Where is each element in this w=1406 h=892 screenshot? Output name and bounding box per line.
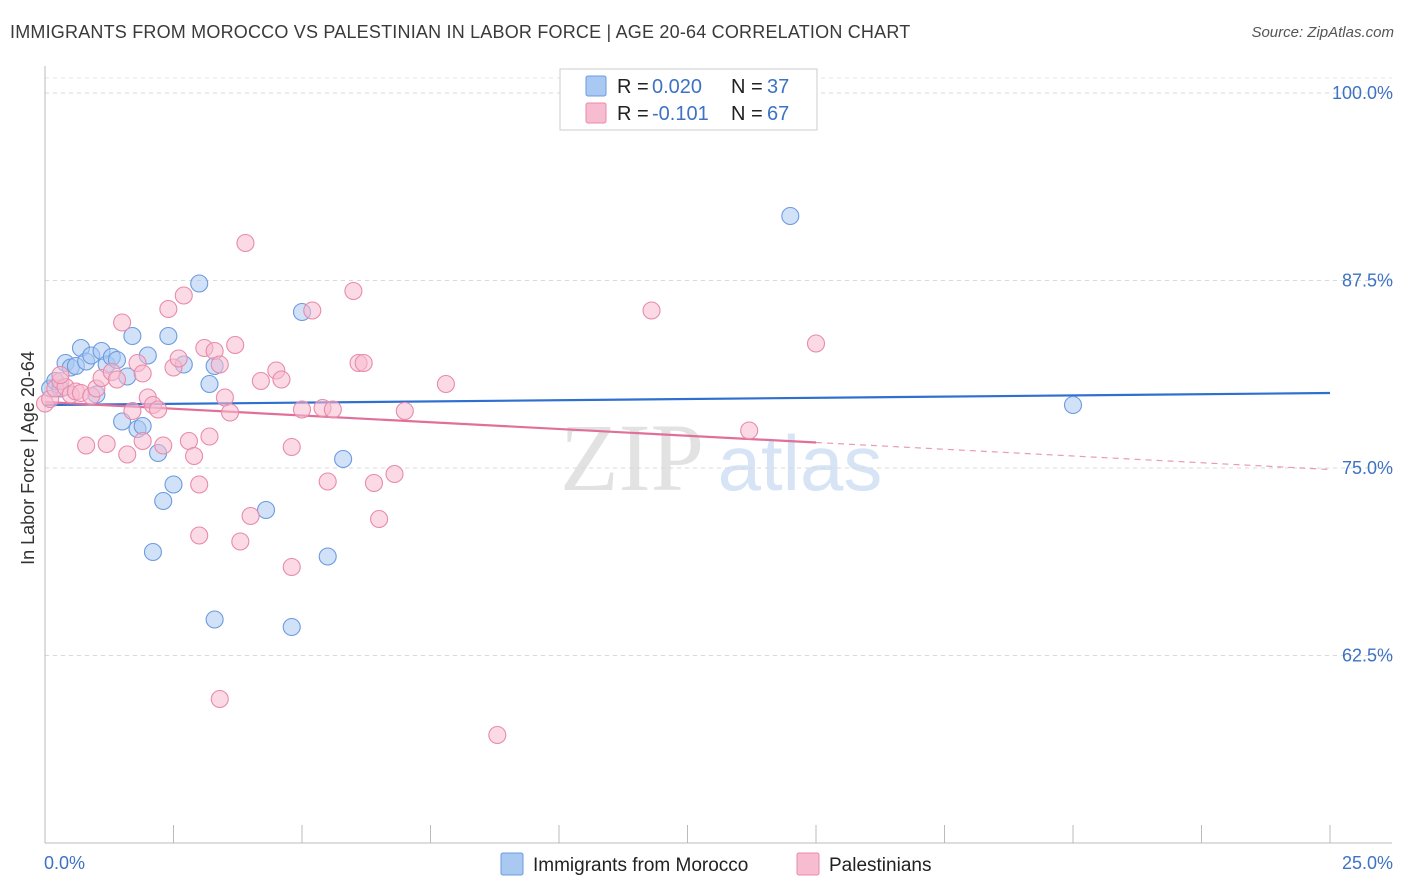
point-palestinians <box>303 301 322 320</box>
point-palestinians <box>231 532 250 551</box>
watermark: ZIP atlas <box>560 404 882 511</box>
point-morocco <box>123 326 142 346</box>
point-palestinians <box>97 434 116 454</box>
y-tick-label: 87.5% <box>1342 271 1393 291</box>
point-palestinians <box>323 400 342 419</box>
point-morocco <box>1063 395 1083 415</box>
y-tick-label: 62.5% <box>1342 646 1393 666</box>
gridlines <box>45 77 1392 656</box>
trend-lines <box>44 391 1331 471</box>
point-palestinians <box>51 365 70 385</box>
legend-n-label-morocco: N = <box>731 76 763 98</box>
chart-title: IMMIGRANTS FROM MOROCCO VS PALESTINIAN I… <box>10 22 911 42</box>
point-palestinians <box>159 299 178 319</box>
point-palestinians <box>133 364 152 383</box>
point-morocco <box>282 617 301 637</box>
x-tick-label: 25.0% <box>1342 853 1393 873</box>
legend-r-value-palestinians: -0.101 <box>652 103 709 125</box>
point-morocco <box>205 610 224 629</box>
point-palestinians <box>133 431 152 451</box>
axes <box>44 66 1392 844</box>
point-morocco <box>781 206 800 226</box>
point-palestinians <box>220 403 240 422</box>
point-palestinians <box>107 370 127 389</box>
watermark-zip: ZIP <box>560 404 704 511</box>
point-palestinians <box>364 473 384 493</box>
point-palestinians <box>292 400 312 419</box>
point-morocco <box>143 542 162 562</box>
point-palestinians <box>395 401 414 421</box>
point-palestinians <box>226 335 245 355</box>
point-palestinians <box>740 421 759 440</box>
point-palestinians <box>241 506 260 526</box>
point-palestinians <box>370 509 389 529</box>
bottom-legend-swatch-palestinians <box>796 852 820 876</box>
point-palestinians <box>488 725 507 745</box>
legend-swatch-morocco <box>585 75 607 97</box>
trend-line-palestinians <box>44 400 817 444</box>
point-palestinians <box>215 388 234 407</box>
point-palestinians <box>190 526 209 545</box>
point-palestinians <box>210 355 229 374</box>
legend-swatch-palestinians <box>585 102 607 124</box>
bottom-legend-label-morocco: Immigrants from Morocco <box>533 855 748 876</box>
point-palestinians <box>118 445 137 464</box>
x-tick-label: 0.0% <box>44 853 85 873</box>
point-palestinians <box>642 301 661 320</box>
point-morocco <box>334 449 353 469</box>
trend-line-morocco <box>44 391 1331 407</box>
data-points <box>35 206 1083 745</box>
legend-r-label-palestinians: R = <box>617 103 649 125</box>
point-palestinians <box>123 401 142 421</box>
point-morocco <box>154 491 173 511</box>
point-palestinians <box>436 374 455 394</box>
y-axis-label: In Labor Force | Age 20-64 <box>18 351 38 565</box>
point-palestinians <box>236 233 255 253</box>
trend-line-extension <box>815 441 1331 471</box>
legend-n-label-palestinians: N = <box>731 103 763 125</box>
point-palestinians <box>179 431 198 451</box>
point-palestinians <box>169 349 188 368</box>
legend-r-value-morocco: 0.020 <box>652 76 702 98</box>
x-tick-labels: 0.0% 25.0% <box>44 853 1393 873</box>
y-tick-label: 75.0% <box>1342 458 1393 478</box>
legend-r-label-morocco: R = <box>617 76 649 98</box>
source-label: Source: ZipAtlas.com <box>1251 24 1394 41</box>
point-palestinians <box>251 371 270 391</box>
point-palestinians <box>354 353 373 373</box>
point-palestinians <box>318 472 337 491</box>
point-morocco <box>159 326 178 346</box>
bottom-legend: Immigrants from Morocco Palestinians <box>500 852 931 876</box>
point-morocco <box>164 475 183 494</box>
point-palestinians <box>344 281 363 301</box>
legend-n-value-palestinians: 67 <box>767 103 789 125</box>
y-tick-label: 100.0% <box>1332 83 1393 103</box>
point-morocco <box>190 274 209 293</box>
point-morocco <box>318 547 337 566</box>
point-palestinians <box>282 437 301 457</box>
bottom-legend-swatch-morocco <box>500 852 524 876</box>
bottom-legend-label-palestinians: Palestinians <box>829 855 931 876</box>
point-palestinians <box>200 427 219 446</box>
point-palestinians <box>77 436 96 455</box>
point-palestinians <box>113 313 132 332</box>
point-palestinians <box>272 370 291 389</box>
point-palestinians <box>174 286 193 305</box>
point-palestinians <box>149 400 168 419</box>
y-tick-labels: 100.0% 87.5% 75.0% 62.5% <box>1332 83 1393 666</box>
point-palestinians <box>806 334 826 353</box>
point-palestinians <box>154 436 173 455</box>
point-palestinians <box>210 689 229 709</box>
legend-n-value-morocco: 37 <box>767 76 789 98</box>
legend: R = 0.020 N = 37 R = -0.101 N = 67 <box>559 68 818 131</box>
point-palestinians <box>385 464 404 484</box>
point-morocco <box>200 374 219 394</box>
point-morocco <box>256 500 276 520</box>
point-palestinians <box>282 557 301 577</box>
point-palestinians <box>190 475 209 494</box>
point-palestinians <box>185 446 204 466</box>
